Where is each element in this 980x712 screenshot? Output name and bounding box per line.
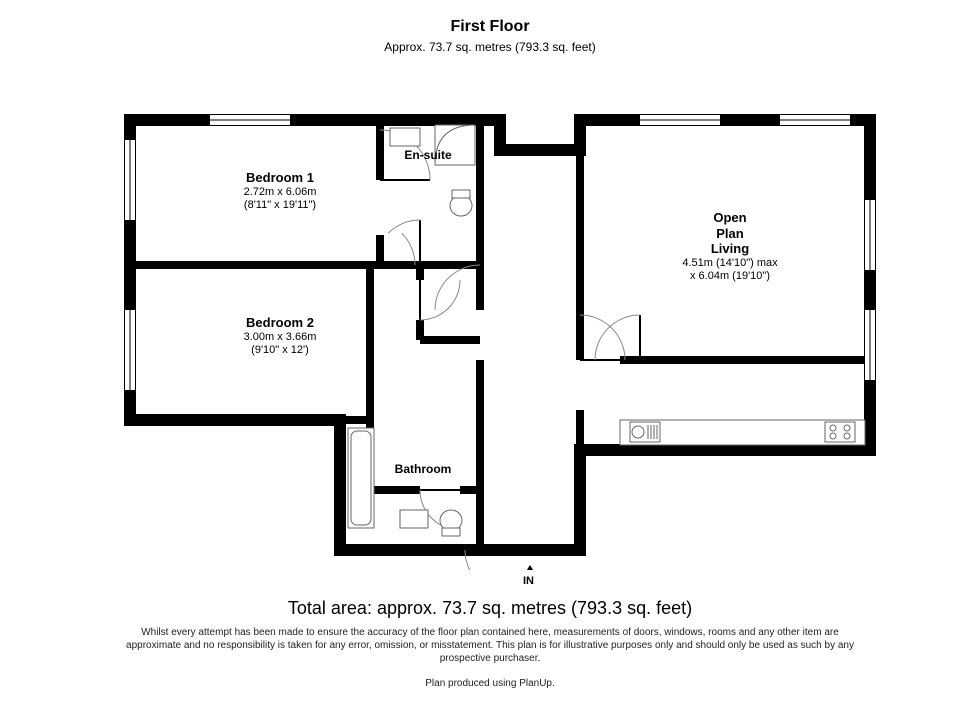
producer-text: Plan produced using PlanUp. xyxy=(0,678,980,689)
label-bathroom: Bathroom xyxy=(378,462,468,476)
label-living: Open Plan Living 4.51m (14'10") max x 6.… xyxy=(650,210,810,283)
total-area: Total area: approx. 73.7 sq. metres (793… xyxy=(0,598,980,619)
label-ensuite: En-suite xyxy=(388,148,468,162)
disclaimer-text: Whilst every attempt has been made to en… xyxy=(120,626,860,665)
label-bedroom1: Bedroom 1 2.72m x 6.06m (8'11" x 19'11") xyxy=(210,170,350,212)
label-bedroom2: Bedroom 2 3.00m x 3.66m (9'10" x 12') xyxy=(210,315,350,357)
floorplan-page: First Floor Approx. 73.7 sq. metres (793… xyxy=(0,0,980,712)
entry-label: IN xyxy=(523,575,534,587)
page-subtitle: Approx. 73.7 sq. metres (793.3 sq. feet) xyxy=(0,40,980,54)
page-title: First Floor xyxy=(0,18,980,36)
floorplan-drawing: Bedroom 1 2.72m x 6.06m (8'11" x 19'11")… xyxy=(80,70,900,570)
